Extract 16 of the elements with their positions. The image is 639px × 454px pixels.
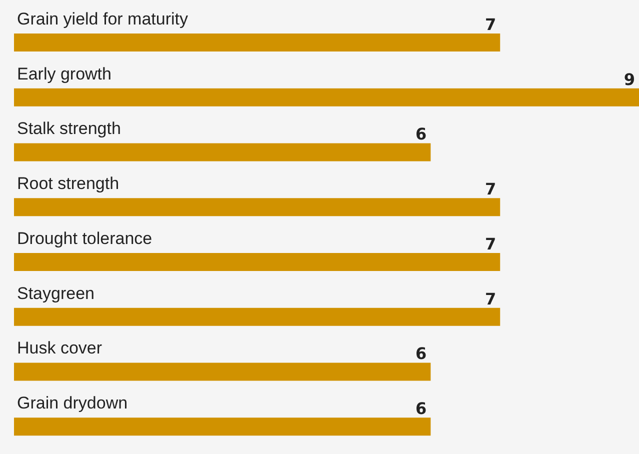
y-tick-label: Husk cover <box>17 338 102 358</box>
y-tick-label: Early growth <box>17 64 112 84</box>
data-label: 9 <box>624 70 635 89</box>
data-label: 7 <box>484 234 496 254</box>
data-label: 7 <box>484 289 496 308</box>
y-tick-label: Root strength <box>17 174 120 194</box>
y-tick-label: Grain yield for maturity <box>17 9 188 28</box>
y-tick-label: Drought tolerance <box>17 228 152 248</box>
data-label: 6 <box>416 344 427 364</box>
data-label: 7 <box>484 180 496 199</box>
data-label: 7 <box>484 14 496 34</box>
data-label: 6 <box>416 399 427 418</box>
y-tick-label: Stalk strength <box>17 119 121 138</box>
data-label: 6 <box>416 124 427 144</box>
y-tick-label: Grain drydown <box>17 394 128 413</box>
y-tick-label: Staygreen <box>17 284 94 303</box>
